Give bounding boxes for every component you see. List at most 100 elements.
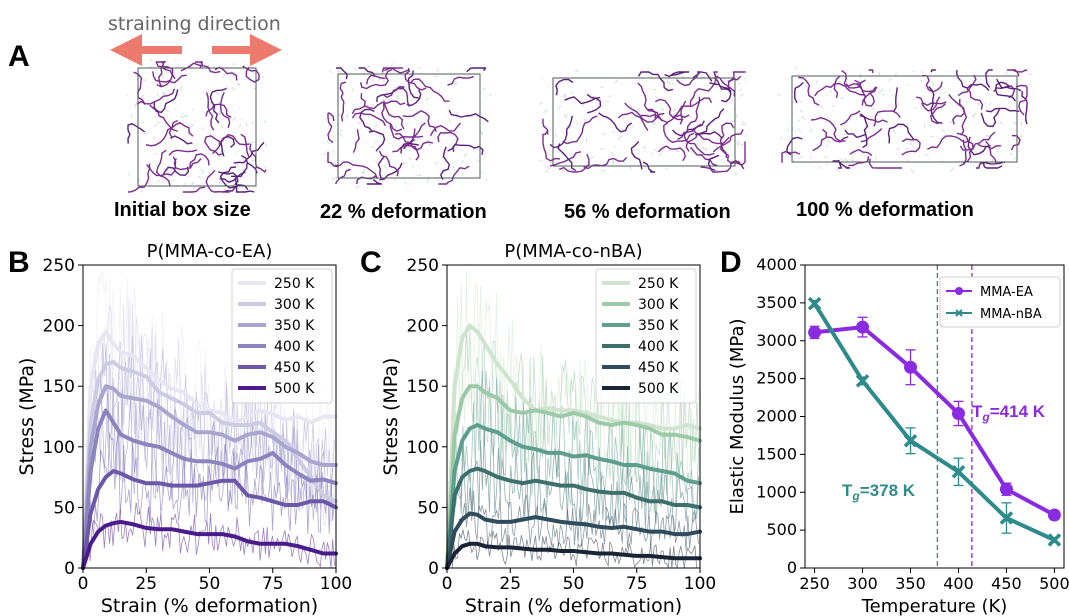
polymer-chain: [617, 111, 649, 131]
polymer-chain: [220, 92, 231, 129]
halo-strand: [794, 66, 798, 71]
halo-strand: [126, 94, 129, 97]
polymer-chain: [136, 88, 176, 105]
polymer-chain: [153, 89, 179, 113]
x-tick-label: 75: [262, 574, 284, 594]
halo-strand: [777, 93, 781, 97]
legend-label: 350 K: [274, 318, 315, 334]
polymer-chain: [205, 92, 215, 131]
noise-path: [446, 327, 699, 562]
polymer-chain: [959, 139, 967, 167]
polymer-chain: [873, 110, 901, 127]
halo-strand: [942, 134, 945, 138]
halo-strand: [379, 133, 382, 138]
polymer-chain: [630, 141, 643, 170]
halo-strand: [736, 142, 740, 147]
halo-strand: [482, 87, 486, 91]
halo-strand: [137, 178, 141, 183]
halo-strand: [161, 92, 166, 96]
halo-strand: [546, 166, 551, 170]
y-tick-label: 50: [417, 498, 439, 518]
halo-strand: [382, 79, 385, 82]
halo-strand: [792, 159, 795, 164]
halo-strand: [980, 150, 984, 152]
halo-strand: [199, 168, 203, 172]
series-line-500-K: [445, 541, 702, 570]
polymer-chain: [637, 82, 657, 119]
halo-strand: [799, 109, 804, 113]
halo-strand: [250, 121, 255, 125]
halo-strand: [780, 136, 783, 140]
halo-strand: [411, 164, 414, 168]
y-tick-label: 2000: [756, 407, 797, 426]
halo-strand: [353, 67, 358, 72]
x-axis-label: Strain (% deformation): [465, 595, 682, 616]
halo-strand: [179, 115, 185, 119]
y-tick-label: 500: [766, 520, 797, 539]
halo-strand: [156, 121, 161, 124]
y-tick-label: 3000: [756, 331, 797, 350]
noise-path: [83, 502, 335, 569]
halo-strand: [375, 123, 377, 128]
halo-strand: [881, 87, 883, 92]
polymer-chain: [948, 93, 966, 125]
polymer-chain: [562, 115, 598, 145]
series-line-300-K: [445, 384, 702, 570]
polymer-chain: [404, 67, 427, 91]
polymer-chain: [406, 89, 422, 106]
polymer-chain: [922, 74, 943, 93]
polymer-chain: [368, 130, 386, 152]
noise-path: [82, 432, 335, 567]
halo-strand: [190, 123, 195, 128]
halo-strand: [972, 112, 977, 117]
halo-strand: [824, 156, 828, 159]
polymer-chain: [700, 160, 741, 173]
simulation-box: [337, 73, 481, 179]
chart-b: 0 25 50 75 100 0 50 100 150 200 250 P(MMA-co-EA) Str…: [16, 241, 352, 616]
legend-box: [939, 276, 1061, 328]
halo-strand: [642, 145, 646, 150]
noise-trace-500-K: [83, 502, 335, 569]
halo-strand: [167, 71, 170, 74]
halo-strand: [395, 94, 399, 99]
halo-strand: [631, 124, 634, 128]
halo-strand: [434, 161, 439, 165]
halo-strand: [140, 94, 145, 99]
halo-strand: [331, 149, 335, 154]
polymer-chain: [794, 81, 804, 103]
halo-strand: [196, 142, 198, 146]
y-tick-label: 200: [407, 317, 439, 337]
noise-trace-500-K: [447, 529, 699, 570]
halo-strand: [1009, 152, 1013, 157]
halo-strand: [895, 72, 898, 76]
halo-strand: [599, 168, 602, 171]
polymer-chain: [438, 165, 470, 185]
straining-direction-label: straining direction: [108, 13, 281, 35]
halo-strand: [383, 164, 388, 170]
halo-strand: [358, 185, 360, 188]
caption-22: 22 % deformation: [320, 201, 487, 223]
noise-trace-300-K: [446, 327, 699, 562]
polymer-chain: [448, 109, 489, 123]
halo-strand: [1004, 72, 1008, 75]
halo-strand: [920, 79, 923, 82]
polymer-chain: [381, 103, 403, 132]
halo-strand: [1013, 122, 1017, 125]
polymer-chain: [392, 144, 420, 161]
polymer-chain: [841, 70, 865, 96]
halo-strand: [338, 133, 343, 138]
halo-strand: [261, 124, 263, 126]
halo-strand: [453, 83, 458, 86]
x-tick-label: 100: [684, 574, 716, 594]
caption-initial: Initial box size: [114, 199, 251, 221]
halo-strand: [179, 85, 183, 90]
x-tick-label: 0: [442, 574, 453, 594]
halo-strand: [250, 141, 255, 144]
halo-strand: [456, 112, 459, 115]
halo-strand: [910, 169, 915, 174]
polymer-chain: [980, 108, 1001, 128]
polymer-chain: [145, 119, 179, 147]
halo-strand: [329, 70, 333, 74]
halo-strand: [906, 159, 909, 162]
halo-strand: [220, 125, 224, 129]
